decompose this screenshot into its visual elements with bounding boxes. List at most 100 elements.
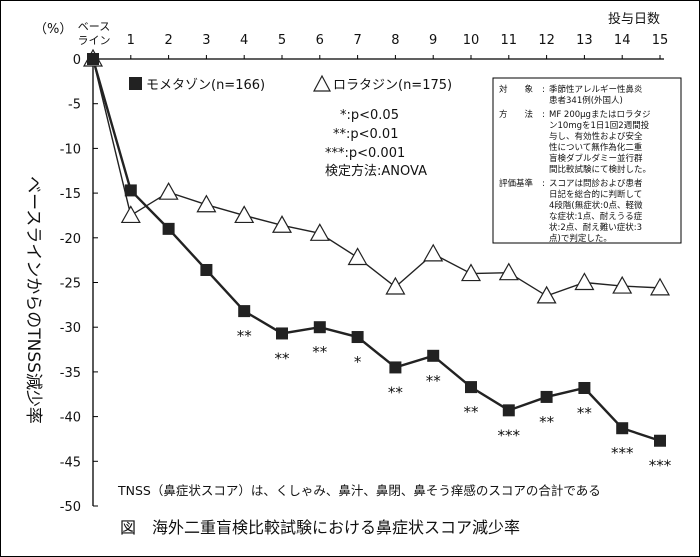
y-tick-label: -25 bbox=[60, 277, 81, 292]
loratadine-point bbox=[158, 181, 179, 200]
significance-label: ** bbox=[237, 327, 253, 345]
info-value-line: ン10mgを1日1回2週間投 bbox=[549, 120, 650, 131]
stats-line: ***:p<0.001 bbox=[325, 146, 405, 161]
mometasone-point bbox=[427, 349, 440, 362]
loratadine-point bbox=[612, 275, 633, 294]
info-label: 評価基準 bbox=[499, 178, 534, 189]
loratadine-point bbox=[347, 247, 368, 266]
mometasone-line bbox=[91, 58, 661, 442]
y-axis-title: ベースラインからのTNSS減少率 bbox=[23, 176, 43, 424]
y-tick-label: -50 bbox=[60, 500, 81, 515]
info-value-line: 与し、有効性および安全 bbox=[549, 131, 643, 142]
stats-line: *:p<0.05 bbox=[340, 108, 399, 123]
info-label: 方 法 bbox=[499, 109, 533, 120]
y-axis-unit: （%） bbox=[34, 22, 72, 37]
significance-label: *** bbox=[611, 444, 634, 462]
loratadine-point bbox=[460, 263, 482, 282]
loratadine-point bbox=[271, 215, 293, 233]
mometasone-point bbox=[502, 404, 515, 417]
significance-label: ** bbox=[539, 413, 555, 431]
loratadine-point bbox=[196, 194, 217, 213]
loratadine-line bbox=[92, 58, 661, 297]
legend-label-loratadine: ロラタジン(n=175) bbox=[333, 78, 452, 93]
mometasone-point bbox=[351, 331, 364, 344]
info-value-line: 盲検ダブルダミー並行群 bbox=[549, 153, 643, 164]
loratadine-point bbox=[309, 223, 330, 241]
x-tick-label: 2 bbox=[164, 33, 172, 48]
loratadine-point bbox=[574, 272, 595, 291]
series-layer: **** ************** ******** bbox=[82, 48, 672, 475]
significance-label: ** bbox=[464, 403, 480, 421]
x-tick-label: 15 bbox=[652, 33, 669, 48]
y-tick-label: 0 bbox=[73, 53, 81, 68]
loratadine-point bbox=[649, 277, 671, 296]
info-colon: : bbox=[542, 85, 545, 95]
x-axis-title: 投与日数 bbox=[608, 11, 660, 27]
mometasone-point bbox=[276, 327, 288, 340]
mometasone-point bbox=[238, 305, 251, 318]
x-tick-label: 8 bbox=[391, 33, 399, 48]
x-tick-label: 4 bbox=[240, 33, 248, 48]
significance-label: ** bbox=[312, 343, 328, 361]
x-tick-label: 11 bbox=[501, 33, 518, 48]
info-value-line: MF 200μgまたはロラタジ bbox=[549, 110, 650, 120]
legend-square-marker bbox=[129, 77, 142, 90]
loratadine-point bbox=[234, 205, 255, 224]
significance-label: * bbox=[354, 353, 362, 371]
info-value-line: 間比較試験にて検討した。 bbox=[549, 164, 651, 175]
y-tick-label: -15 bbox=[60, 187, 81, 202]
loratadine-point bbox=[120, 205, 141, 224]
y-tick-label: -35 bbox=[60, 366, 81, 381]
mometasone-point bbox=[313, 321, 326, 334]
mometasone-point bbox=[616, 422, 629, 435]
x-tick-label: 7 bbox=[353, 33, 361, 48]
axes: 0-5-10-15-20-25-30-35-40-45-501 2 3 4 5 6 7 8 9 1… bbox=[60, 33, 669, 515]
stats-block: *:p<0.05 **:p<0.01 ***:p<0.001 検定方法:ANOV… bbox=[325, 108, 427, 179]
x-tick-label: 9 bbox=[429, 33, 437, 48]
info-value-line: 4段階(無症状:0点、軽微 bbox=[549, 200, 643, 211]
info-value-line: な症状:1点、耐えうる症 bbox=[549, 211, 643, 222]
significance-label: *** bbox=[649, 457, 672, 475]
baseline-label-line2: ライン bbox=[78, 34, 111, 47]
mometasone-point bbox=[578, 381, 591, 394]
x-tick-label: 3 bbox=[202, 33, 210, 48]
x-tick-label: 10 bbox=[463, 33, 480, 48]
info-value-line: 日記を総合的に判断して bbox=[549, 189, 642, 200]
y-tick-label: -45 bbox=[60, 455, 81, 470]
info-value-line: 点)で判定した。 bbox=[549, 233, 612, 244]
y-tick-label: -10 bbox=[60, 142, 81, 157]
stats-line: **:p<0.01 bbox=[333, 127, 398, 142]
info-value-line: 季節性アレルギー性鼻炎 bbox=[549, 84, 643, 95]
x-tick-label: 5 bbox=[278, 33, 286, 48]
x-tick-label: 13 bbox=[576, 33, 593, 48]
loratadine-point bbox=[498, 262, 519, 281]
mometasone-point bbox=[124, 184, 137, 197]
legend-triangle-marker bbox=[313, 74, 331, 92]
x-tick-label: 14 bbox=[614, 33, 631, 48]
x-tick-label: 12 bbox=[538, 33, 555, 48]
loratadine-point bbox=[536, 285, 557, 304]
stats-line: 検定方法:ANOVA bbox=[325, 163, 427, 179]
legend-label-mometasone: モメタゾン(n=166) bbox=[146, 78, 265, 93]
loratadine-point bbox=[423, 243, 444, 262]
y-tick-label: -40 bbox=[60, 411, 81, 426]
x-tick-label: 6 bbox=[316, 33, 324, 48]
mometasone-point bbox=[540, 390, 553, 403]
significance-label: *** bbox=[498, 426, 521, 444]
figure-caption: 図 海外二重盲検比較試験における鼻症状スコア減少率 bbox=[120, 518, 520, 537]
mometasone-point bbox=[389, 361, 402, 374]
study-info-box bbox=[492, 77, 682, 244]
mometasone-point bbox=[654, 434, 666, 447]
tnss-footnote: TNSS（鼻症状スコア）は、くしゃみ、鼻汁、鼻閉、鼻そう痒感のスコアの合計である bbox=[117, 483, 601, 498]
significance-label: ** bbox=[388, 383, 404, 401]
info-value-line: スコアは問診および患者 bbox=[549, 178, 643, 189]
loratadine-point bbox=[385, 276, 406, 295]
y-tick-label: -5 bbox=[68, 98, 81, 113]
mometasone-point bbox=[87, 53, 99, 65]
significance-label: ** bbox=[577, 404, 593, 422]
significance-label: ** bbox=[426, 372, 442, 390]
mometasone-point bbox=[200, 263, 213, 276]
baseline-label-line1: ベース bbox=[78, 20, 110, 33]
